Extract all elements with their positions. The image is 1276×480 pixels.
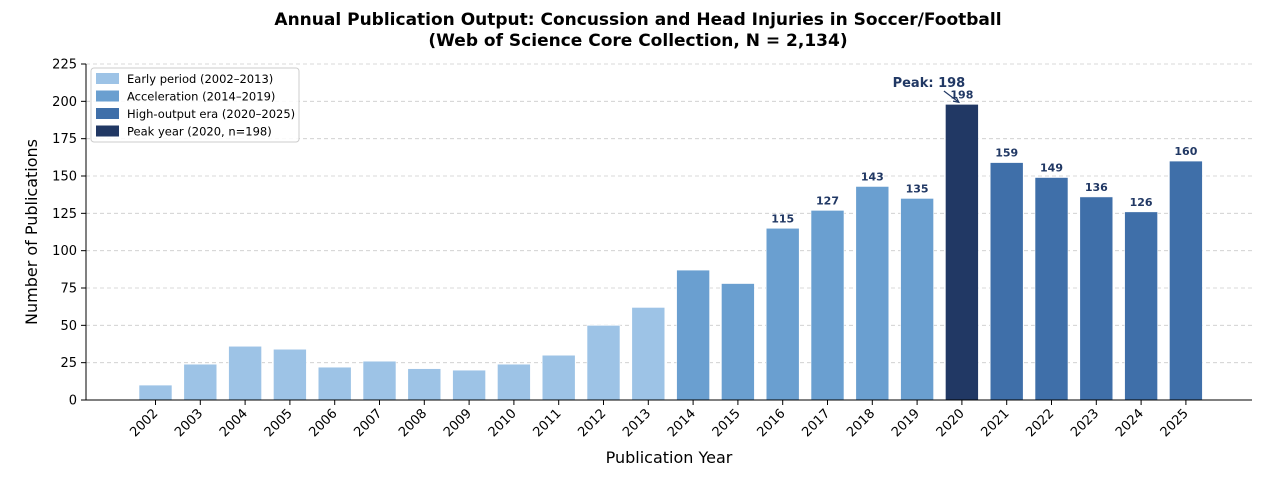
bar-2004 [228,345,262,401]
x-tick-label: 2018 [844,406,878,440]
y-tick-label: 25 [60,356,77,371]
y-tick-label: 200 [52,95,77,110]
x-tick-label: 2021 [979,406,1013,440]
value-label-2016: 115 [771,212,794,225]
legend-swatch-accel [96,90,119,102]
bar-2006 [317,366,352,401]
bar-2012 [586,325,621,401]
legend-label-early: Early period (2002–2013) [127,72,273,86]
legend-swatch-high [96,108,119,119]
bar-2002 [138,384,173,401]
bar-2020 [945,104,979,401]
value-label-2023: 136 [1085,181,1108,194]
y-axis-label: Number of Publications [22,139,41,325]
y-tick-label: 75 [60,282,77,297]
peak-annotation-arrow [943,90,960,103]
value-label-2024: 126 [1130,196,1153,209]
peak-annotation-text: Peak: 198 [893,76,966,91]
bar-2014 [676,269,710,401]
bar-2007 [362,360,397,401]
legend-swatch-peak [96,125,119,137]
legend-label-high: High-output era (2020–2025) [127,107,295,121]
legend-swatch-early [96,73,119,84]
y-tick-label: 0 [69,394,77,409]
y-tick-label: 100 [52,244,77,259]
chart-subtitle: (Web of Science Core Collection, N = 2,1… [428,31,848,51]
chart-title-block: Annual Publication Output: Concussion an… [0,10,1276,52]
value-label-2022: 149 [1040,161,1063,174]
x-tick-label: 2012 [575,406,609,440]
x-tick-label: 2020 [934,406,968,440]
x-tick-label: 2006 [307,406,341,440]
bar-2016 [765,227,800,401]
bar-2010 [497,363,531,401]
bar-2019 [900,198,934,401]
chart-title: Annual Publication Output: Concussion an… [274,10,1002,30]
x-tick-label: 2015 [710,406,744,440]
x-tick-label: 2023 [1068,406,1102,440]
legend-box [90,67,300,143]
x-tick-label: 2004 [217,406,251,440]
y-tick-label: 225 [52,58,77,73]
bar-2015 [721,283,755,401]
x-tick-label: 2019 [889,406,923,440]
bar-2009 [452,369,486,401]
legend-label-accel: Acceleration (2014–2019) [127,90,275,104]
value-label-2019: 135 [906,182,929,195]
x-tick-label: 2014 [665,406,699,440]
bars [138,104,1203,401]
value-label-2018: 143 [861,170,884,183]
bar-2023 [1079,196,1114,401]
x-tick-label: 2016 [755,406,789,440]
y-tick-label: 150 [52,170,77,185]
x-tick-label: 2010 [486,406,520,440]
bar-2024 [1124,211,1158,401]
bar-2008 [407,368,442,401]
bar-2017 [810,210,845,401]
bar-2011 [541,354,576,401]
legend-label-peak: Peak year (2020, n=198) [127,125,272,139]
x-tick-label: 2007 [351,406,385,440]
bar-2018 [855,186,890,401]
y-tick-label: 50 [60,319,77,334]
x-tick-label: 2024 [1113,406,1147,440]
legend: Early period (2002–2013) Acceleration (20… [90,67,300,143]
y-tick-label: 125 [52,207,77,222]
x-tick-label: 2008 [396,406,430,440]
x-tick-label: 2003 [172,406,206,440]
x-axis-label: Publication Year [606,448,733,467]
x-tick-label: 2002 [127,406,161,440]
peak-annotation: Peak: 198 [893,76,966,104]
bar-2013 [631,307,666,401]
y-tick-label: 175 [52,132,77,147]
x-tick-label: 2025 [1158,406,1192,440]
x-tick-label: 2005 [262,406,296,440]
value-label-2017: 127 [816,194,839,207]
x-tick-label: 2011 [531,406,565,440]
value-label-2025: 160 [1174,145,1197,158]
bar-2022 [1034,177,1069,401]
bar-2005 [273,348,307,401]
bar-2003 [183,363,218,401]
x-tick-label: 2013 [620,406,654,440]
x-tick-label: 2009 [441,406,475,440]
peak-annotation-arrowhead [952,96,961,104]
bar-2021 [989,162,1024,401]
gridlines [86,63,1252,364]
bar-2025 [1169,160,1203,401]
x-tick-label: 2017 [799,406,833,440]
value-label-2021: 159 [995,147,1018,160]
x-tick-label: 2022 [1023,406,1057,440]
